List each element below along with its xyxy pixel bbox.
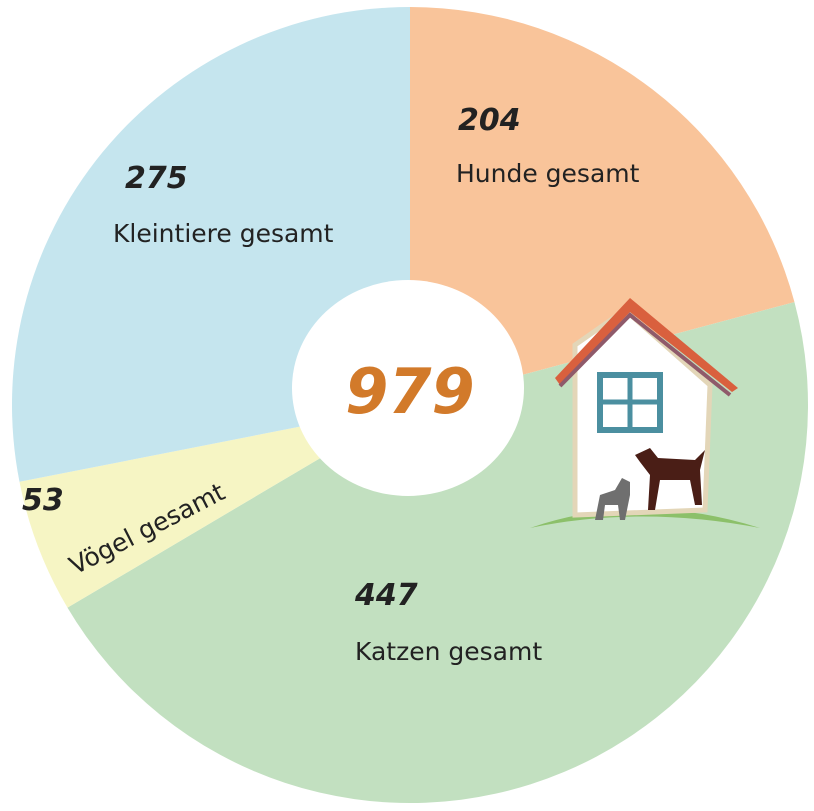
page: {"chart_data": {"type": "pie", "total": … bbox=[0, 0, 814, 807]
value-label: 447 bbox=[354, 578, 418, 613]
value-label: 53 bbox=[22, 483, 64, 518]
value-label: 204 bbox=[458, 103, 521, 138]
category-label: Kleintiere gesamt bbox=[113, 219, 334, 248]
total-label: 979 bbox=[345, 355, 474, 428]
chart: 979 204Hunde gesamt447Katzen gesamt53Vög… bbox=[0, 0, 814, 807]
category-label: Hunde gesamt bbox=[456, 159, 640, 188]
category-label: Katzen gesamt bbox=[355, 637, 542, 666]
value-label: 275 bbox=[125, 161, 188, 196]
